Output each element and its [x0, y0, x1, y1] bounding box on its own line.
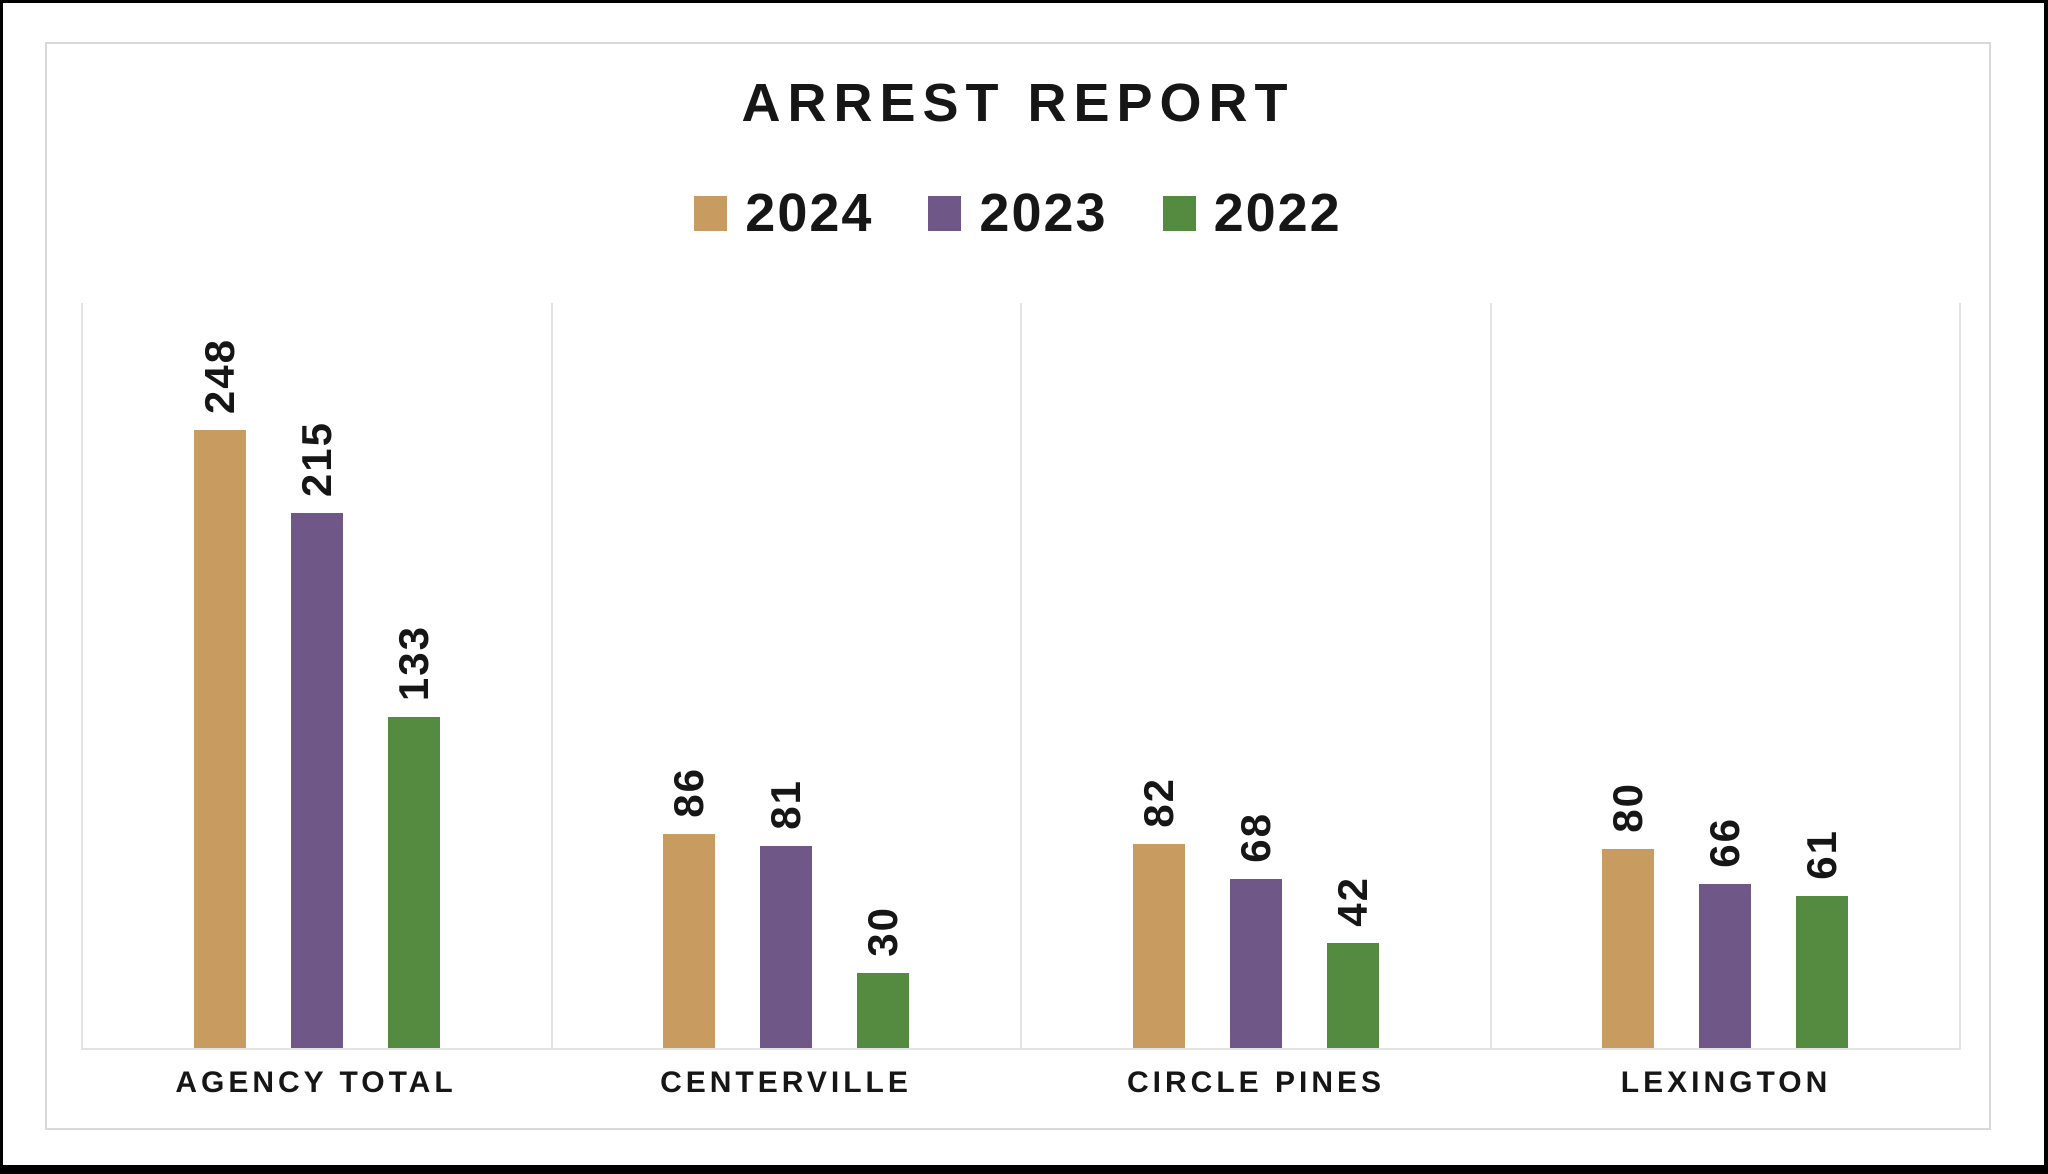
- bar-2024-centerville: [663, 834, 716, 1048]
- bar-group-2023: 215: [290, 420, 343, 1048]
- chart-legend: 2024 2023 2022: [47, 186, 1989, 240]
- bar-group-2022: 133: [387, 624, 440, 1048]
- panel-lexington: 80 66 61: [1492, 303, 1960, 1048]
- category-label-agency-total: AGENCY TOTAL: [175, 1066, 457, 1099]
- bar-cluster: 80 66 61: [1602, 782, 1849, 1048]
- bar-value-label: 61: [1798, 829, 1846, 880]
- bar-group-2023: 68: [1229, 812, 1282, 1048]
- panel-agency-total: 248 215 133: [83, 303, 553, 1048]
- legend-label: 2024: [745, 183, 874, 243]
- bar-cluster: 82 68 42: [1132, 777, 1379, 1048]
- bar-value-label: 82: [1134, 777, 1182, 828]
- bar-2023-agency-total: [290, 513, 343, 1048]
- category-label-centerville: CENTERVILLE: [660, 1066, 912, 1099]
- legend-swatch-icon: [928, 195, 962, 231]
- category-axis: AGENCY TOTAL CENTERVILLE CIRCLE PINES LEXIN…: [81, 1066, 1961, 1100]
- bar-group-2024: 248: [193, 337, 246, 1048]
- bar-value-label: 248: [195, 337, 243, 414]
- bar-group-2022: 30: [857, 906, 910, 1048]
- panel-circle-pines: 82 68 42: [1022, 303, 1492, 1048]
- chart-title: ARREST REPORT: [741, 73, 1295, 133]
- panel-centerville: 86 81 30: [553, 303, 1022, 1048]
- legend-swatch-icon: [694, 195, 728, 231]
- bar-2022-circle-pines: [1326, 943, 1379, 1048]
- bar-group-2024: 86: [663, 767, 716, 1048]
- bar-value-label: 42: [1328, 876, 1376, 927]
- bar-value-label: 133: [389, 624, 437, 701]
- bar-2022-lexington: [1796, 896, 1849, 1048]
- bar-2023-centerville: [760, 846, 813, 1048]
- bar-2022-centerville: [857, 973, 910, 1048]
- legend-item-2023: 2023: [928, 186, 1107, 240]
- bar-2023-lexington: [1699, 884, 1752, 1048]
- bar-value-label: 68: [1231, 812, 1279, 863]
- chart-card: ARREST REPORT 2024 2023 2022 248 215 133 86 81…: [45, 42, 1991, 1130]
- bar-value-label: 86: [665, 767, 713, 818]
- bar-2024-circle-pines: [1132, 844, 1185, 1048]
- bar-cluster: 86 81 30: [663, 767, 910, 1048]
- legend-label: 2023: [979, 183, 1108, 243]
- bar-value-label: 30: [859, 906, 907, 957]
- bar-2024-lexington: [1602, 849, 1655, 1048]
- bar-group-2022: 42: [1326, 876, 1379, 1048]
- bar-value-label: 80: [1604, 782, 1652, 833]
- bar-value-label: 66: [1701, 817, 1749, 868]
- bar-group-2024: 82: [1132, 777, 1185, 1048]
- legend-item-2024: 2024: [694, 186, 873, 240]
- bar-2023-circle-pines: [1229, 879, 1282, 1048]
- plot-area: 248 215 133 86 81 30 82 68 42 80 66 61: [81, 303, 1961, 1050]
- bar-value-label: 215: [292, 420, 340, 497]
- bar-2024-agency-total: [193, 430, 246, 1048]
- bar-group-2022: 61: [1796, 829, 1849, 1048]
- legend-swatch-icon: [1162, 195, 1196, 231]
- legend-item-2022: 2022: [1162, 183, 1342, 243]
- bar-group-2023: 66: [1699, 817, 1752, 1048]
- legend-label: 2022: [1213, 183, 1342, 243]
- bar-value-label: 81: [762, 779, 810, 830]
- bar-group-2024: 80: [1602, 782, 1655, 1048]
- category-label-circle-pines: CIRCLE PINES: [1126, 1066, 1386, 1099]
- bar-group-2023: 81: [760, 779, 813, 1048]
- bar-2022-agency-total: [387, 717, 440, 1048]
- bar-cluster: 248 215 133: [193, 337, 440, 1048]
- category-label-lexington: LEXINGTON: [1620, 1066, 1832, 1099]
